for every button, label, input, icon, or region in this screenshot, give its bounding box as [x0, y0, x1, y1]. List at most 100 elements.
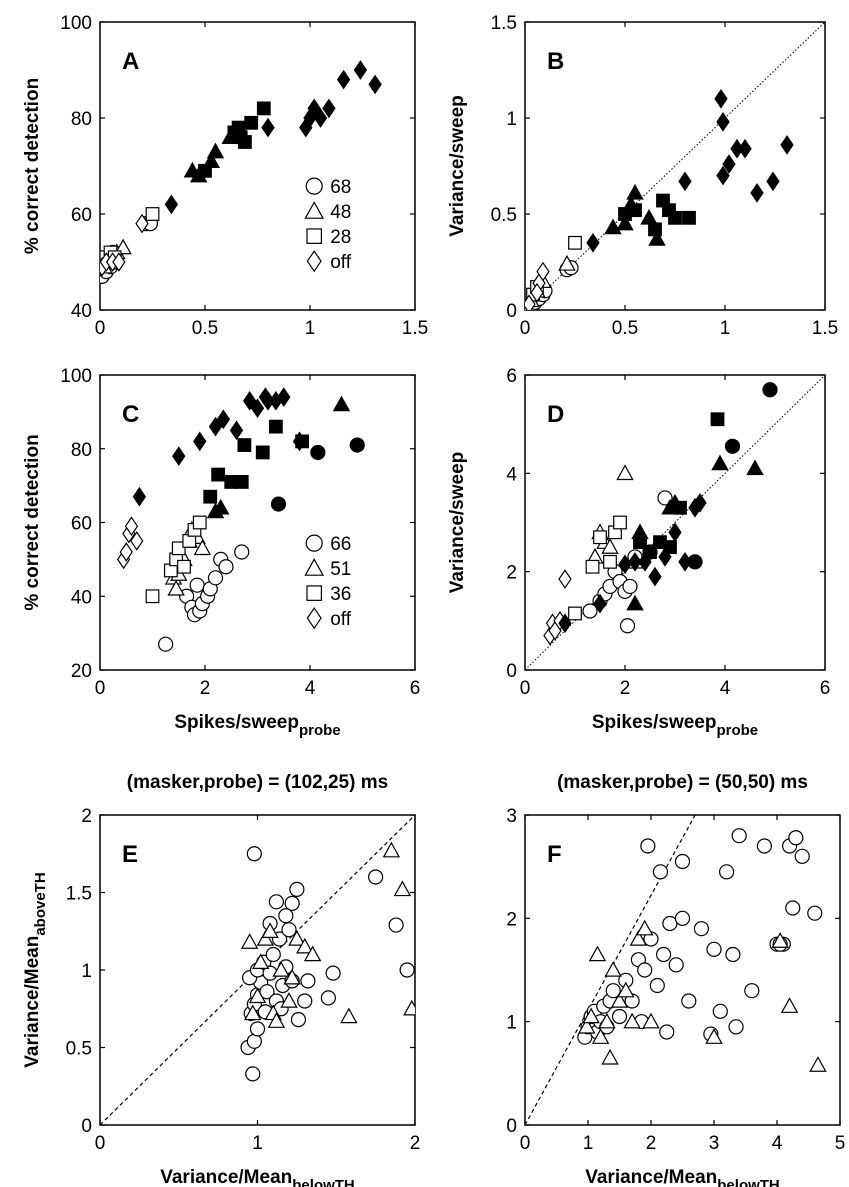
data-point-triangle-open [558, 254, 576, 271]
data-point-diamond-filled [208, 416, 223, 437]
x-tick-label: 4 [772, 1133, 783, 1154]
data-point-circle-open [368, 869, 384, 885]
data-point-triangle-filled [640, 208, 658, 225]
data-point-triangle-filled [332, 395, 351, 412]
data-point-triangle-filled [626, 594, 644, 611]
data-point-triangle-open [809, 1056, 827, 1072]
x-tick-label: 0.5 [192, 318, 218, 339]
y-tick-label: 1.5 [66, 884, 92, 905]
data-point-diamond-filled [766, 171, 780, 192]
data-point-triangle-open [705, 1028, 723, 1044]
panel-label: F [547, 841, 562, 868]
data-point-square-filled [255, 445, 270, 460]
data-point-square-open [568, 606, 582, 621]
legend-label: 68 [330, 177, 351, 198]
data-point-triangle-open [591, 1028, 610, 1044]
data-point-diamond-filled [628, 552, 642, 572]
data-point-diamond-open [530, 282, 544, 303]
data-point-square-filled [234, 475, 249, 489]
data-point-circle-open [289, 881, 305, 898]
y-tick-label: 100 [60, 13, 92, 34]
data-point-circle-open [807, 905, 823, 921]
data-point-circle-open [637, 962, 653, 978]
data-point-diamond-filled [368, 74, 382, 95]
data-point-diamond-open [130, 531, 144, 551]
data-point-square-filled [244, 115, 259, 130]
panel-title: (masker,probe) = (102,25) ms [127, 772, 388, 793]
data-point-circle-open [731, 828, 747, 844]
data-point-square-filled [237, 438, 252, 452]
data-point-diamond-open [124, 516, 139, 537]
data-point-diamond-filled [716, 112, 730, 132]
data-point-triangle-filled [648, 230, 666, 246]
panel-d: 0 2 4 6 0 2 4 6 D Spikes/sweepprobe Variance/sweep [447, 366, 830, 739]
data-point-circle-open [668, 957, 684, 973]
axes-frame [99, 21, 416, 311]
x-tick-label: 0 [520, 1133, 531, 1154]
data-point-square-open [603, 554, 617, 569]
x-axis-label: Variance/MeanbelowTH [585, 1167, 780, 1187]
data-point-square-filled [710, 412, 725, 427]
legend: 68 48 28 off [304, 177, 352, 273]
legend-label: 51 [330, 559, 351, 580]
data-point-triangle-open [598, 1012, 616, 1029]
x-tick-label: 0 [520, 678, 531, 699]
data-point-circle-open [246, 846, 262, 862]
data-point-triangle-open [272, 961, 290, 977]
data-point-diamond-filled [242, 390, 257, 411]
data-point-triangle-open [617, 981, 635, 998]
data-point-square-filled [231, 120, 246, 135]
data-point-square-filled [628, 203, 642, 218]
x-axis-label: Variance/MeanbelowTH [160, 1167, 355, 1187]
data-point-circle-open [674, 853, 691, 870]
data-point-diamond-filled [172, 446, 186, 466]
data-points [100, 60, 382, 284]
data-point-circle-open [728, 1019, 744, 1035]
data-point-circle-open [619, 618, 636, 634]
y-axis-label: Variance/sweep [447, 452, 468, 594]
data-point-square-open [585, 559, 600, 574]
data-point-diamond-filled [193, 431, 207, 452]
x-tick-label: 1 [305, 318, 316, 339]
identity-line [525, 375, 825, 670]
data-point-diamond-open [536, 261, 550, 282]
data-point-circle-open [189, 577, 205, 593]
data-point-circle-open [622, 578, 638, 595]
panel-a: 0 0.5 1 1.5 40 60 80 100 A % correct detection 68 4… [22, 13, 428, 339]
data-point-circle-open [712, 1003, 728, 1019]
legend-label: 66 [330, 534, 351, 555]
data-point-circle-open [300, 973, 316, 989]
data-point-square-open [593, 530, 607, 545]
y-tick-label: 40 [71, 301, 92, 322]
data-point-diamond-filled [132, 486, 147, 507]
data-points [543, 382, 778, 646]
data-point-triangle-open [780, 997, 799, 1013]
x-tick-label: 1.5 [402, 318, 428, 339]
data-point-triangle-open [393, 880, 412, 897]
data-point-circle-open [649, 977, 665, 994]
data-point-circle-open [611, 1008, 628, 1025]
x-tick-label: 6 [820, 678, 831, 699]
y-axis-label: Variance/MeanaboveTH [22, 872, 49, 1067]
x-tick-label: 2 [620, 678, 631, 699]
data-point-diamond-filled [250, 398, 265, 419]
data-point-circle-open [290, 1011, 307, 1028]
x-tick-label: 2 [200, 678, 211, 699]
data-point-square-filled [663, 540, 677, 554]
panel-title: (masker,probe) = (50,50) ms [557, 772, 808, 793]
data-point-diamond-filled [593, 593, 607, 614]
data-point-square-filled [673, 500, 687, 515]
data-point-diamond-filled [668, 522, 682, 543]
data-point-triangle-filled [206, 142, 225, 159]
axes-frame [524, 21, 826, 311]
axes-frame [524, 374, 826, 671]
data-point-square-open [613, 515, 627, 530]
x-axis-label: Spikes/sweepprobe [592, 712, 758, 739]
data-point-circle-filled [349, 437, 365, 453]
data-point-circle-open [259, 984, 275, 1000]
legend-label: 36 [330, 584, 351, 605]
data-points [525, 88, 794, 310]
data-point-circle-open [278, 908, 294, 924]
data-point-triangle-filled [212, 498, 230, 515]
data-point-triangle-open [251, 953, 270, 970]
